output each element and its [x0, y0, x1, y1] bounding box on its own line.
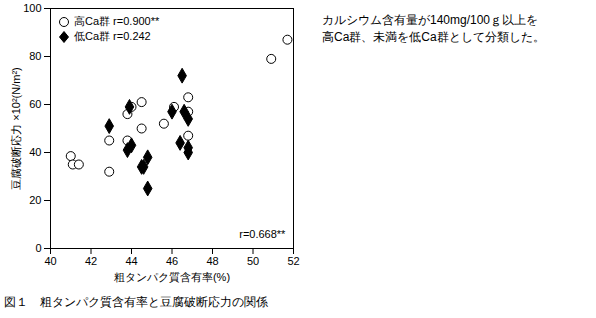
svg-text:42: 42 — [85, 255, 97, 267]
html-text:カルシウム含有量が140mg/100ｇ以上を: カルシウム含有量が140mg/100ｇ以上を — [322, 13, 538, 27]
html-text:高Ca群、未満を低Ca群として分類した。: 高Ca群、未満を低Ca群として分類した。 — [322, 30, 545, 44]
svg-text:44: 44 — [125, 255, 137, 267]
svg-text:豆腐破断応力 ×10²(N/m²): 豆腐破断応力 ×10²(N/m²) — [10, 67, 22, 190]
html-text:低Ca群 r=0.242: 低Ca群 r=0.242 — [74, 30, 151, 42]
svg-text:r=0.668**: r=0.668** — [239, 228, 286, 240]
svg-text:46: 46 — [166, 255, 178, 267]
svg-text:20: 20 — [29, 194, 41, 206]
svg-text:100: 100 — [23, 2, 41, 14]
svg-text:40: 40 — [29, 146, 41, 158]
svg-text:0: 0 — [35, 242, 41, 254]
svg-text:40: 40 — [44, 255, 56, 267]
svg-text:粗タンパク質含有率(%): 粗タンパク質含有率(%) — [114, 271, 230, 283]
svg-text:48: 48 — [206, 255, 218, 267]
html-text:高Ca群 r=0.900**: 高Ca群 r=0.900** — [74, 15, 160, 27]
svg-text:60: 60 — [29, 98, 41, 110]
svg-text:80: 80 — [29, 50, 41, 62]
svg-text:52: 52 — [287, 255, 299, 267]
html-text:図１ 粗タンパク質含有率と豆腐破断応力の関係: 図１ 粗タンパク質含有率と豆腐破断応力の関係 — [4, 295, 268, 309]
svg-text:50: 50 — [247, 255, 259, 267]
